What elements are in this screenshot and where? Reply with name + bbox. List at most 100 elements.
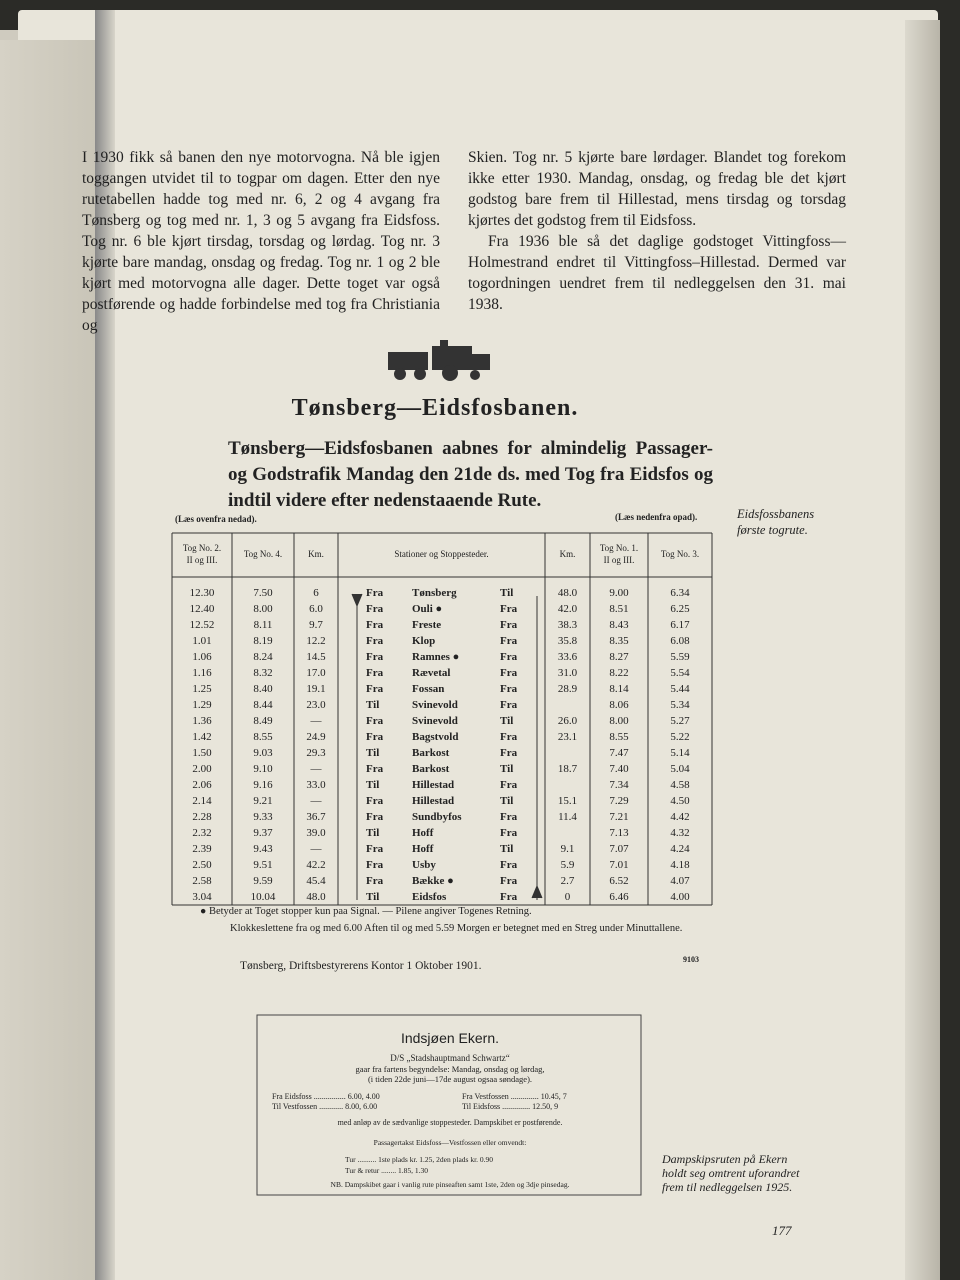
- table-cell: 1.25: [192, 683, 212, 695]
- table-cell: Til: [500, 763, 514, 775]
- table-cell: Fra: [366, 667, 384, 679]
- table-cell: 26.0: [557, 715, 578, 727]
- table-cell: 6.0: [309, 603, 323, 615]
- page-number: 177: [772, 1223, 792, 1238]
- table-cell: 1.01: [192, 635, 212, 647]
- table-cell: Fra: [500, 667, 518, 679]
- table-cell: 33.6: [557, 651, 578, 663]
- table-cell: Fra: [500, 827, 518, 839]
- table-cell: 42.2: [306, 859, 326, 871]
- locomotive-illustration: [388, 340, 490, 381]
- table-cell: 6: [313, 587, 319, 599]
- table-cell: 7.13: [609, 827, 629, 839]
- table-cell: 2.39: [192, 843, 212, 855]
- table-cell: Fra: [500, 731, 518, 743]
- table-cell: 2.06: [192, 779, 212, 791]
- page: [18, 10, 938, 1280]
- table-cell: 33.0: [306, 779, 326, 791]
- table-cell: 29.3: [306, 747, 326, 759]
- table-cell: 4.24: [670, 843, 690, 855]
- table-cell: Til: [500, 843, 514, 855]
- table-cell: 5.27: [670, 715, 690, 727]
- table-cell: Fossan: [412, 683, 445, 695]
- table-cell: 45.4: [306, 875, 326, 887]
- page-edges: [905, 20, 940, 1280]
- table-cell: 2.58: [192, 875, 212, 887]
- table-cell: 36.7: [306, 811, 326, 823]
- read-up: (Læs nedenfra opad).: [615, 512, 698, 522]
- table-cell: Til: [500, 795, 514, 807]
- column-header: II og III.: [603, 555, 635, 565]
- left-paragraph: I 1930 fikk så banen den nye motorvogna.…: [82, 149, 440, 334]
- table-cell: 7.47: [609, 747, 629, 759]
- table-cell: 6.17: [670, 619, 690, 631]
- table-cell: 8.55: [253, 731, 273, 743]
- column-header: Tog No. 2.: [182, 543, 222, 553]
- table-cell: 2.28: [192, 811, 212, 823]
- table-cell: Fra: [366, 875, 384, 887]
- table-cell: Fra: [366, 715, 384, 727]
- table-cell: 9.16: [253, 779, 273, 791]
- table-cell: Bagstvold: [412, 731, 459, 743]
- table-cell: Sundbyfos: [412, 811, 462, 823]
- table-cell: Fra: [366, 811, 384, 823]
- table-cell: 5.04: [670, 763, 690, 775]
- table-cell: Fra: [500, 603, 518, 615]
- advert-days: gaar fra fartens begyndelse: Mandag, ons…: [355, 1064, 545, 1074]
- advert-fare: Tur .......... 1ste plads kr. 1.25, 2den…: [345, 1155, 494, 1164]
- table-cell: 48.0: [306, 891, 326, 903]
- table-cell: Fra: [500, 891, 518, 903]
- table-cell: Tønsberg: [412, 587, 457, 599]
- table-cell: 6.25: [670, 603, 690, 615]
- table-cell: 4.18: [670, 859, 690, 871]
- table-cell: 8.55: [609, 731, 629, 743]
- table-cell: Fra: [500, 683, 518, 695]
- table-cell: Fra: [500, 875, 518, 887]
- table-cell: 2.00: [192, 763, 212, 775]
- table-cell: 0: [564, 891, 571, 903]
- advert-departure: Til Eidsfoss .............. 12.50, 9: [462, 1102, 559, 1111]
- table-cell: 1.06: [192, 651, 212, 663]
- table-cell: 17.0: [306, 667, 326, 679]
- table-cell: Fra: [500, 779, 518, 791]
- table-cell: 7.01: [609, 859, 629, 871]
- table-cell: Til: [500, 715, 514, 727]
- table-cell: 7.34: [609, 779, 629, 791]
- table-cell: Fra: [500, 619, 518, 631]
- footnote: Klokkeslettene fra og med 6.00 Aften til…: [230, 923, 683, 934]
- footnote: ● Betyder at Toget stopper kun paa Signa…: [200, 906, 532, 917]
- advert-season: (i tiden 22de juni—17de august ogsaa søn…: [367, 1074, 533, 1084]
- advert-note: NB. Dampskibet gaar i vanlig rute pinsea…: [330, 1180, 570, 1189]
- table-cell: 6.52: [609, 875, 629, 887]
- table-cell: 9.59: [253, 875, 273, 887]
- table-cell: Svinevold: [412, 699, 458, 711]
- table-cell: Fra: [366, 635, 384, 647]
- table-cell: Fra: [366, 619, 384, 631]
- table-cell: Hillestad: [412, 795, 455, 807]
- table-cell: 6.46: [609, 891, 629, 903]
- table-cell: 6.08: [670, 635, 690, 647]
- table-cell: 9.1: [560, 843, 575, 855]
- table-cell: Fra: [500, 699, 518, 711]
- table-cell: 15.1: [557, 795, 578, 807]
- table-cell: 24.9: [306, 731, 326, 743]
- table-cell: 19.1: [306, 683, 326, 695]
- table-cell: 5.59: [670, 651, 690, 663]
- table-cell: Fra: [366, 731, 384, 743]
- table-cell: Ramnes ●: [412, 651, 460, 663]
- print-code: 9103: [683, 955, 699, 964]
- table-cell: 7.50: [253, 587, 273, 599]
- table-cell: 3.04: [192, 891, 212, 903]
- table-cell: 1.29: [192, 699, 212, 711]
- table-cell: 8.14: [609, 683, 629, 695]
- table-cell: 7.21: [609, 811, 629, 823]
- table-cell: 4.50: [670, 795, 690, 807]
- table-cell: —: [310, 843, 322, 855]
- table-cell: 1.50: [192, 747, 212, 759]
- table-cell: 8.27: [609, 651, 629, 663]
- advert-departure: Til Vestfossen ............ 8.00, 6.00: [272, 1102, 378, 1111]
- table-cell: Fra: [366, 603, 384, 615]
- table-cell: 8.35: [609, 635, 629, 647]
- table-cell: 7.07: [609, 843, 629, 855]
